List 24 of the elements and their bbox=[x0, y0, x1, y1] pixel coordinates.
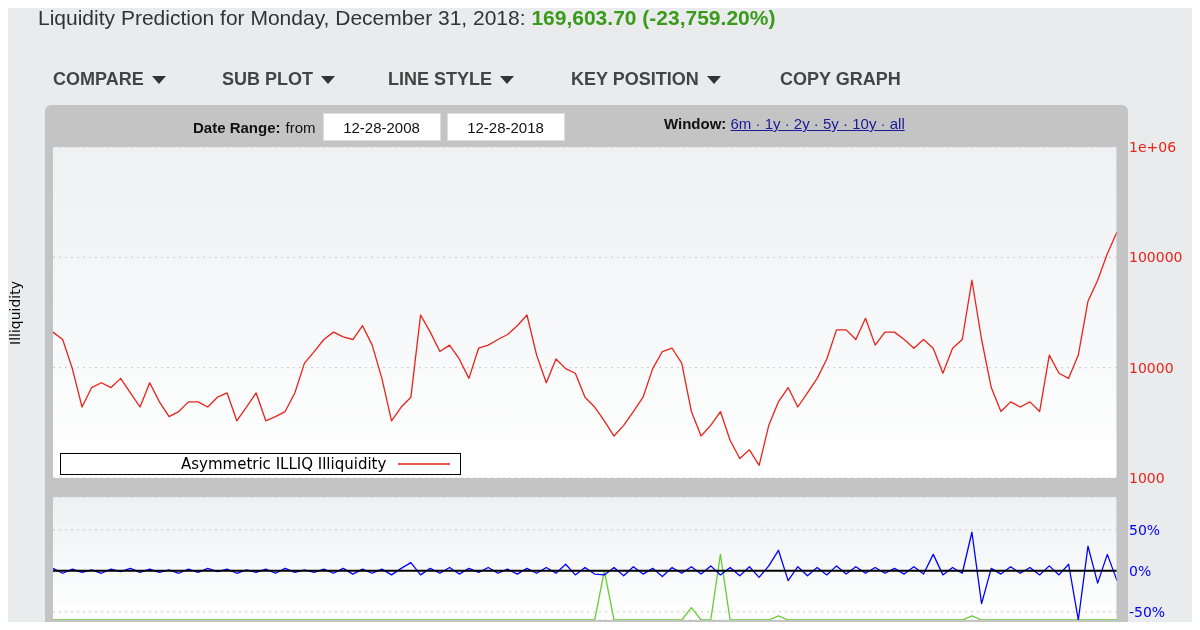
chart-title: Liquidity Prediction for Monday, December 31, 2018: bbox=[38, 7, 526, 29]
y-tick-label: -50% bbox=[1129, 603, 1166, 620]
text-field: 12-28-2008 bbox=[322, 113, 441, 141]
legend-label: Asymmetric ILLIQ Illiquidity bbox=[181, 455, 387, 473]
text: from bbox=[285, 118, 316, 136]
line-series bbox=[52, 553, 1118, 620]
text: LINE STYLE bbox=[388, 69, 493, 90]
y-tick-label: 1000 bbox=[1129, 469, 1165, 486]
y-tick-label: 50% bbox=[1129, 521, 1161, 538]
text: SUB PLOT bbox=[222, 69, 314, 90]
text: KEY POSITION bbox=[571, 69, 699, 90]
y-tick-label: 1e+06 bbox=[1129, 138, 1177, 155]
text: 6m · 1y · 2y · 5y · 10y · all bbox=[730, 115, 905, 132]
text: COMPARE bbox=[53, 69, 144, 90]
text: COPY GRAPH bbox=[780, 69, 901, 90]
y-axis-title: Illiquidity bbox=[7, 280, 23, 345]
line-series bbox=[52, 531, 1118, 620]
y-tick-label: 100000 bbox=[1129, 249, 1183, 266]
y-tick-label: 10000 bbox=[1129, 359, 1174, 376]
text-field: 12-28-2018 bbox=[446, 113, 565, 141]
chart-subtitle: 169,603.70 (-23,759.20%) bbox=[531, 7, 776, 29]
y-tick-label: 0% bbox=[1129, 562, 1152, 579]
text: Date Range: bbox=[193, 118, 281, 136]
text: Window: bbox=[664, 115, 727, 132]
